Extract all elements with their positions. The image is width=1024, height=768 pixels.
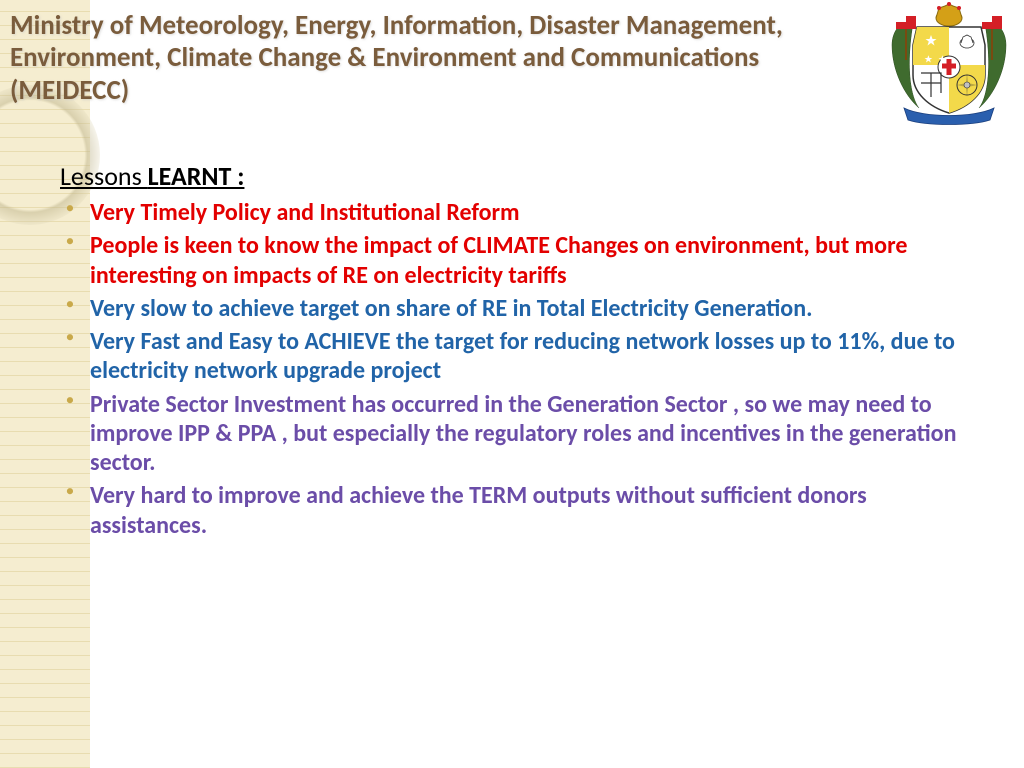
title-block: Ministry of Meteorology, Energy, Informa… — [10, 10, 860, 107]
list-item: Very hard to improve and achieve the TER… — [60, 481, 980, 540]
lessons-list: Very Timely Policy and Institutional Ref… — [60, 198, 980, 540]
subhead-prefix: Lessons — [60, 160, 148, 192]
list-item: People is keen to know the impact of CLI… — [60, 231, 980, 290]
list-item: Very Timely Policy and Institutional Ref… — [60, 198, 980, 227]
content-block: Lessons LEARNT : Very Timely Policy and … — [60, 160, 980, 544]
tonga-crest-icon — [884, 0, 1014, 130]
list-item: Very Fast and Easy to ACHIEVE the target… — [60, 327, 980, 386]
list-item: Private Sector Investment has occurred i… — [60, 390, 980, 478]
subhead-bold: LEARNT : — [148, 160, 245, 192]
list-item: Very slow to achieve target on share of … — [60, 294, 980, 323]
section-heading: Lessons LEARNT : — [60, 160, 980, 192]
page-title: Ministry of Meteorology, Energy, Informa… — [10, 10, 860, 107]
